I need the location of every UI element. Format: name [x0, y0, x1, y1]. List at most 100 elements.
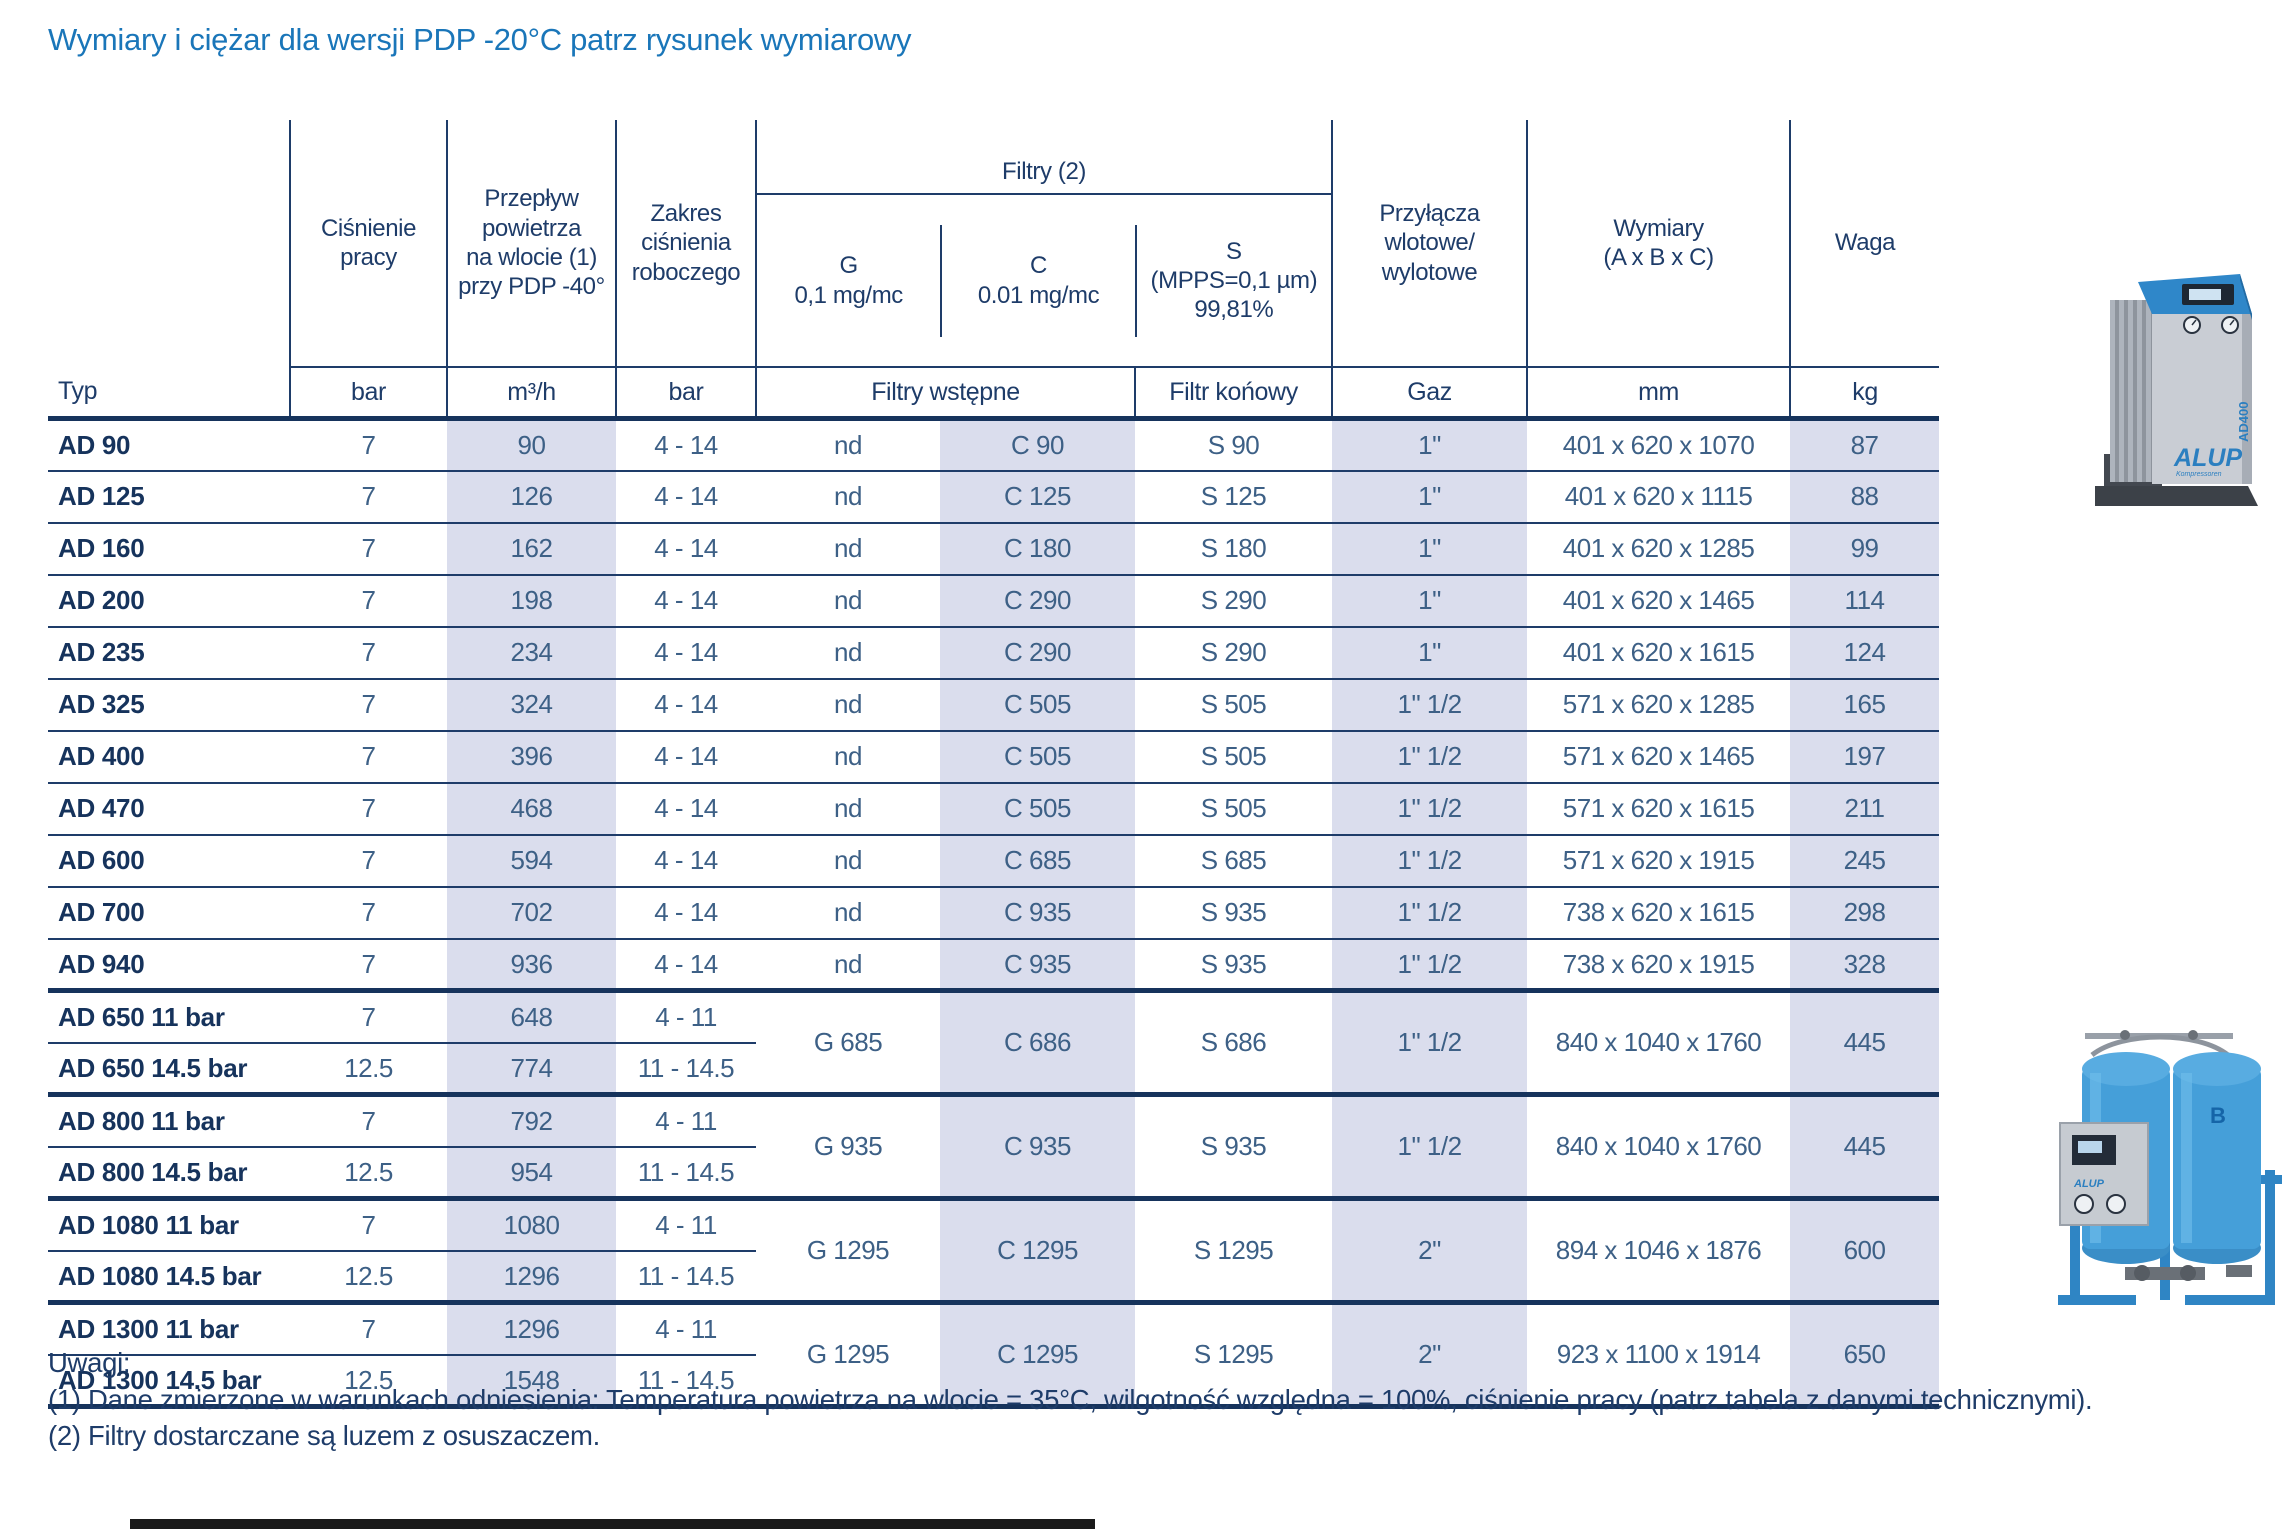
cell-przeplyw: 1080 [447, 1196, 616, 1251]
control-gauge-right [2106, 1194, 2126, 1214]
dryer-base [2095, 486, 2258, 506]
cell-zakres: 11 - 14.5 [616, 1249, 756, 1303]
cell-zakres: 4 - 11 [616, 988, 756, 1043]
cell-waga: 298 [1790, 885, 1940, 939]
cell-cisnienie: 7 [290, 988, 447, 1043]
cell-typ: AD 1080 14.5 bar [48, 1249, 290, 1303]
bottom-valve [2180, 1265, 2196, 1281]
cell-wymiary: 840 x 1040 x 1760 [1527, 988, 1791, 1095]
spec-table-head: Ciśnienie pracy Przepływ powietrza na wl… [48, 120, 1940, 422]
header-wymiary: Wymiary (A x B x C) [1526, 120, 1791, 367]
cell-cisnienie: 7 [290, 521, 447, 575]
cell-zakres: 11 - 14.5 [616, 1041, 756, 1095]
cell-c: C 935 [940, 885, 1135, 939]
control-screen-display [2078, 1141, 2102, 1153]
cell-przeplyw: 234 [447, 625, 616, 679]
cell-s: S 686 [1135, 988, 1333, 1095]
gauge-needle [2191, 319, 2197, 326]
cell-g: nd [756, 781, 940, 835]
cell-cisnienie: 7 [290, 573, 447, 627]
control-gauge-left [2074, 1194, 2094, 1214]
cell-g: nd [756, 469, 940, 523]
cell-waga: 445 [1790, 1092, 1940, 1199]
cell-gaz: 1" 1/2 [1332, 885, 1528, 939]
frame-foot-left [2058, 1295, 2136, 1305]
cell-waga: 211 [1790, 781, 1940, 835]
cell-typ: AD 90 [58, 430, 131, 461]
cell-c: C 180 [940, 521, 1135, 575]
unit-przeplyw: m³/h [446, 365, 616, 422]
tank-right-dome [2173, 1052, 2261, 1086]
notes-block: Uwagi: (1) Dane zmierzone w warunkach od… [48, 1345, 2228, 1455]
cell-s: S 935 [1135, 1092, 1333, 1199]
header-row: Ciśnienie pracy Przepływ powietrza na wl… [48, 120, 1940, 367]
cell-typ: AD 400 [48, 729, 290, 783]
cell-c: C 505 [940, 729, 1135, 783]
cell-c: C 685 [940, 833, 1135, 887]
dryer-cabinet [2152, 314, 2252, 484]
cell-s: S 935 [1135, 885, 1333, 939]
cell-typ: AD 700 [48, 885, 290, 939]
cell-przeplyw: 198 [447, 573, 616, 627]
note-2: (2) Filtry dostarczane są luzem z osusza… [48, 1420, 600, 1452]
cell-zakres: 4 - 14 [616, 833, 756, 887]
unit-filtry-wstepne: Filtry wstępne [755, 365, 1135, 422]
cell-przeplyw: 936 [447, 937, 616, 991]
dryer-display-screen [2189, 289, 2221, 300]
cell-typ: AD 1300 14.5 bar [48, 1353, 290, 1407]
cell-zakres: 4 - 14 [616, 729, 756, 783]
cell-cisnienie: 7 [290, 729, 447, 783]
cell-s: S 290 [1135, 625, 1333, 679]
cell-typ: AD 200 [48, 573, 290, 627]
cell-s: S 935 [1135, 937, 1333, 991]
cell-typ: AD 1300 11 bar [48, 1300, 290, 1355]
cell-przeplyw: 594 [447, 833, 616, 887]
cell-s: S 1295 [1135, 1196, 1333, 1303]
cell-zakres: 11 - 14.5 [616, 1145, 756, 1199]
fin-line [2133, 300, 2137, 482]
cell-typ: AD 1080 11 bar [48, 1196, 290, 1251]
dryer-top-edge [2240, 274, 2252, 320]
table-row: AD 1300 11 bar 7 1296 4 - 11 G 1295 C 1295 S 1… [48, 1300, 1940, 1407]
cell-typ: AD 125 [48, 469, 290, 523]
cell-c: C 505 [940, 781, 1135, 835]
frame-leg-right [2265, 1170, 2275, 1300]
header-filter-s: S (MPPS=0,1 µm) 99,81% [1134, 224, 1331, 337]
cell-s: S 1295 [1135, 1300, 1333, 1407]
header-filtry: Filtry (2) [757, 149, 1332, 196]
page-title: Wymiary i ciężar dla wersji PDP -20°C pa… [48, 22, 912, 57]
cell-cisnienie: 7 [290, 1196, 447, 1251]
unit-zakres: bar [615, 365, 756, 422]
cell-g: nd [834, 430, 862, 461]
cell-przeplyw: 1296 [447, 1300, 616, 1355]
cell-gaz: 1" [1332, 521, 1528, 575]
unit-cisnienie: bar [289, 365, 447, 422]
cell-waga: 165 [1790, 677, 1940, 731]
cell-przeplyw: 954 [447, 1145, 616, 1199]
cell-waga: 124 [1790, 625, 1940, 679]
table-row: AD 1080 14.5 bar 12.5 1296 11 - 14.5 [48, 1249, 1939, 1303]
unit-wymiary: mm [1526, 365, 1791, 422]
cell-c: C 290 [940, 625, 1135, 679]
table-row: AD 90 7 90 4 - 14 nd C 90 S 90 1" 401 x 620 x 10… [48, 418, 1940, 471]
cell-typ: AD 650 14.5 bar [48, 1041, 290, 1095]
cell-gaz: 1" 1/2 [1332, 677, 1528, 731]
table-row: AD 800 11 bar 7 792 4 - 11 G 935 C 935 S 935 1"… [48, 1092, 1940, 1199]
cell-zakres: 4 - 14 [616, 573, 756, 627]
note-1: (1) Dane zmierzone w warunkach odniesien… [48, 1383, 2093, 1415]
alup-logo-subtext: Kompressoren [2176, 471, 2222, 478]
units-row: Typ bar m³/h bar Filtry wstępne Filtr ko… [48, 365, 1940, 422]
cell-zakres: 4 - 14 [654, 430, 718, 461]
cell-waga: 445 [1790, 988, 1940, 1095]
unit-filtr-koncowy: Filtr końowy [1133, 365, 1333, 422]
cell-cisnienie: 7 [290, 677, 447, 731]
table-row: AD 800 14.5 bar 12.5 954 11 - 14.5 [48, 1145, 1939, 1199]
cell-wymiary: 401 x 620 x 1465 [1527, 573, 1791, 627]
cell-typ: AD 235 [48, 625, 290, 679]
cell-zakres: 4 - 14 [616, 885, 756, 939]
cell-g: G 1295 [756, 1300, 940, 1407]
cell-gaz: 2" [1332, 1196, 1528, 1303]
